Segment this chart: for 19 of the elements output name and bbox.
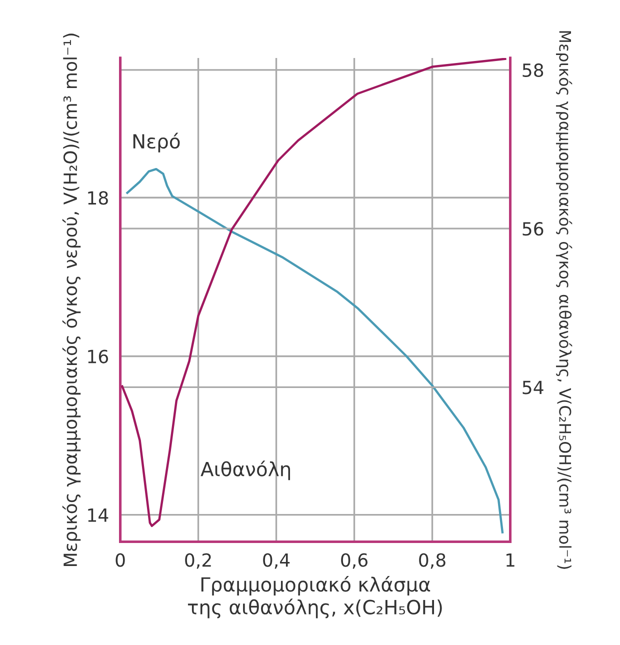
x-tick-label: 1: [506, 553, 514, 567]
series-label: Νερό: [133, 132, 180, 152]
y2-tick-label: 58: [522, 63, 544, 78]
y2-tick-label: 56: [522, 222, 544, 236]
y-tick-label: 18: [88, 191, 108, 205]
y2-axis-title: Μερικός γραμμομοριακός όγκος αιθανόλης, V(C₂H₅OH)/(cm³ mol⁻¹): [556, 31, 572, 569]
x-tick-label: 0,8: [419, 553, 446, 569]
y-axis-title: Μερικός γραμμομοριακός όγκος νερού, V(H₂O)/(cm³ mol⁻¹): [62, 34, 81, 566]
x-tick-label: 0,2: [185, 553, 211, 569]
series-label: Αιθανόλη: [200, 460, 290, 480]
x-tick-label: 0: [116, 553, 125, 567]
x-axis-title: Γραμμομοριακό κλάσμα της αιθανόλης, x(C₂H₅OH): [188, 576, 442, 618]
x-tick-label: 0,6: [341, 553, 368, 569]
y-tick-label: 14: [88, 508, 108, 522]
y-tick-label: 16: [88, 350, 108, 364]
x-tick-label: 0,4: [263, 553, 290, 569]
y2-tick-label: 54: [522, 380, 544, 394]
line-series: [126, 168, 504, 534]
line-series: [121, 58, 506, 528]
